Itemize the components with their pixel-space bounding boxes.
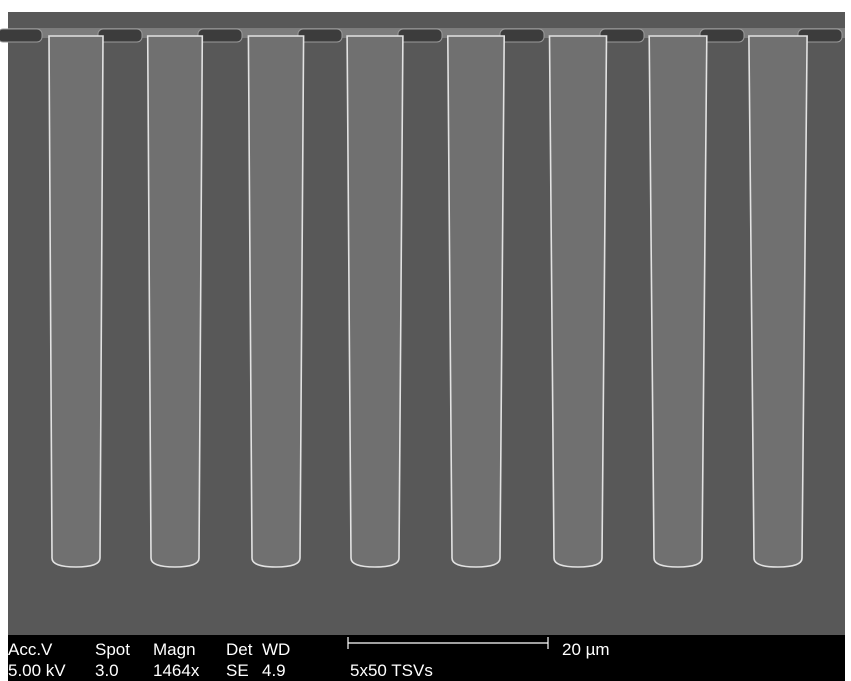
via <box>749 36 807 567</box>
page: 20 µm 5x50 TSVs Acc.V 5.00 kV Spot 3.0 Magn 1… <box>0 0 851 681</box>
surface-cap <box>398 29 442 42</box>
via <box>448 36 504 567</box>
via <box>649 36 707 567</box>
info-label: Acc.V <box>8 640 53 659</box>
via <box>248 36 303 567</box>
substrate <box>8 12 845 635</box>
info-value: 5.00 kV <box>8 661 66 680</box>
surface-cap <box>500 29 544 42</box>
surface-cap <box>98 29 142 42</box>
info-value: SE <box>226 661 249 680</box>
sem-image: 20 µm 5x50 TSVs Acc.V 5.00 kV Spot 3.0 Magn 1… <box>0 0 851 681</box>
via <box>347 36 403 567</box>
surface-cap <box>298 29 342 42</box>
info-value: 4.9 <box>262 661 286 680</box>
scale-label: 20 µm <box>562 640 610 659</box>
description: 5x50 TSVs <box>350 661 433 680</box>
via <box>550 36 607 567</box>
info-value: 1464x <box>153 661 200 680</box>
surface-cap <box>0 29 42 42</box>
info-label: Magn <box>153 640 196 659</box>
info-value: 3.0 <box>95 661 119 680</box>
info-label: Det <box>226 640 253 659</box>
surface-cap <box>198 29 242 42</box>
via <box>148 36 203 567</box>
info-label: Spot <box>95 640 130 659</box>
via <box>49 36 103 567</box>
info-label: WD <box>262 640 290 659</box>
